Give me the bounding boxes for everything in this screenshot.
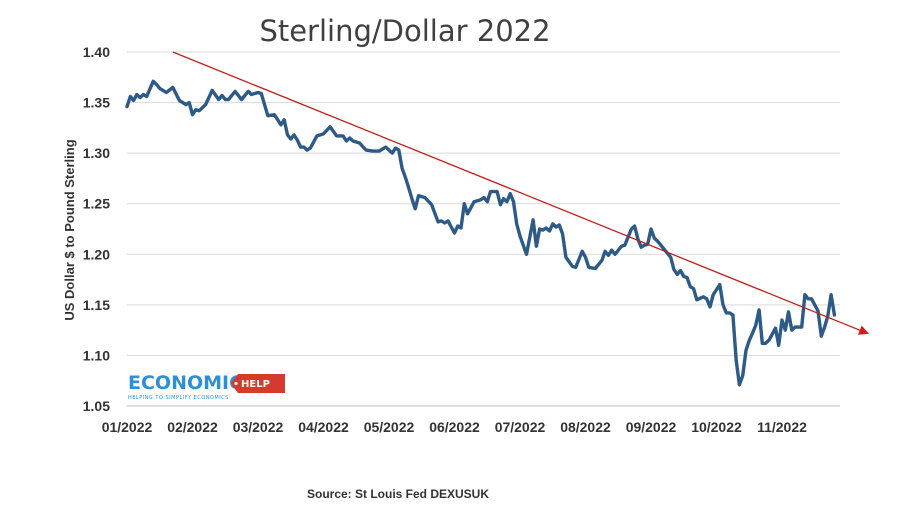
y-tick-label: 1.35: [83, 95, 110, 111]
chart-title: Sterling/Dollar 2022: [259, 14, 550, 48]
logo-badge-text: HELP: [241, 379, 270, 390]
x-tick-label: 10/2022: [691, 419, 742, 435]
y-tick-label: 1.20: [83, 246, 110, 262]
y-tick-label: 1.40: [83, 44, 110, 60]
logo-wordmark: ECONOMICS: [128, 372, 257, 394]
x-tick-label: 04/2022: [298, 419, 349, 435]
y-axis-label: US Dollar $ to Pound Sterling: [62, 139, 77, 320]
x-tick-label: 11/2022: [757, 419, 807, 435]
y-tick-label: 1.05: [83, 398, 110, 414]
x-tick-label: 08/2022: [560, 419, 611, 435]
source-note: Source: St Louis Fed DEXUSUK: [307, 487, 489, 501]
x-tick-label: 01/2022: [102, 419, 153, 435]
y-tick-label: 1.15: [83, 297, 110, 313]
y-tick-label: 1.30: [83, 145, 110, 161]
y-axis-ticks: 1.05 1.10 1.15 1.20 1.25 1.30 1.35 1.40: [83, 44, 110, 414]
x-tick-label: 03/2022: [233, 419, 284, 435]
x-tick-label: 02/2022: [167, 419, 218, 435]
y-tick-label: 1.10: [83, 347, 110, 363]
x-tick-label: 07/2022: [495, 419, 546, 435]
logo-badge-hole-icon: [234, 381, 238, 386]
economics-help-logo: ECONOMICS HELP HELPING TO SIMPLIFY ECONO…: [128, 372, 285, 401]
logo-badge-icon: [231, 374, 285, 393]
trend-arrow: [172, 51, 870, 335]
x-axis-ticks: 01/2022 02/2022 03/2022 04/2022 05/2022 06/20…: [102, 419, 807, 435]
y-tick-label: 1.25: [83, 196, 110, 212]
series-line-gbp-usd: [125, 79, 837, 387]
gridlines: [127, 51, 840, 356]
x-tick-label: 05/2022: [364, 419, 415, 435]
logo-tagline: HELPING TO SIMPLIFY ECONOMICS: [128, 395, 229, 401]
x-tick-label: 09/2022: [626, 419, 677, 435]
x-tick-label: 06/2022: [429, 419, 480, 435]
